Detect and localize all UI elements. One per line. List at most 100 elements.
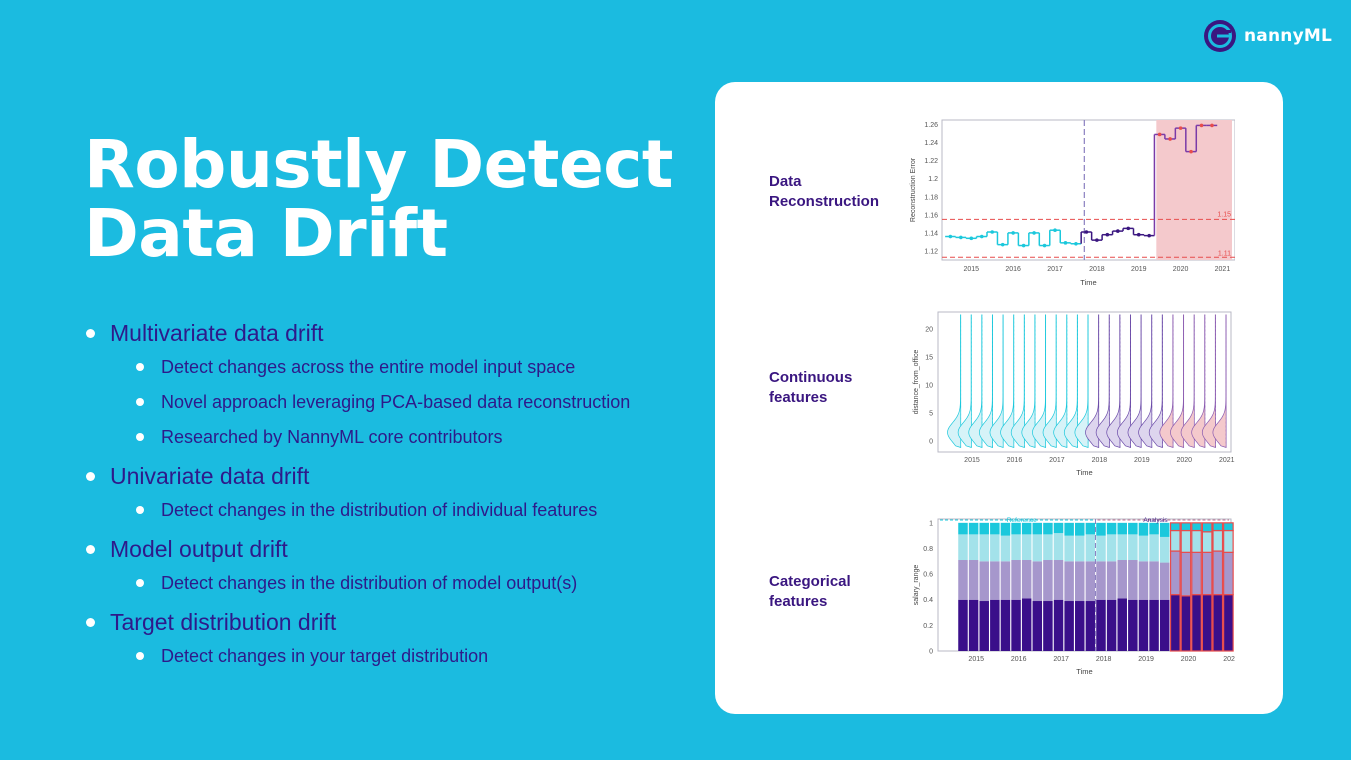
stacked-bar-segment: [1159, 562, 1170, 600]
panel-label-categorical: Categorical features: [769, 573, 851, 610]
y-axis-label: distance_from_office: [913, 350, 920, 415]
stacked-bar-segment: [1085, 561, 1096, 602]
stacked-bar-segment: [1169, 550, 1181, 596]
sub-bullet: Novel approach leveraging PCA-based data…: [84, 385, 704, 420]
data-point: [1074, 241, 1078, 246]
y-tick-label: 1.22: [924, 158, 938, 165]
stacked-bar-segment: [968, 534, 979, 561]
bullet-target-distribution: Target distribution drift: [84, 605, 704, 639]
stacked-bar-segment: [1096, 535, 1106, 562]
stacked-bar-segment: [1021, 560, 1032, 599]
stacked-bar-segment: [1191, 594, 1202, 652]
stacked-bar-segment: [1064, 561, 1074, 602]
stacked-bar-segment: [1159, 522, 1170, 537]
y-tick-label: 1.16: [924, 212, 938, 219]
x-tick-label: 2017: [1047, 266, 1063, 273]
lower-threshold-label: 1.11: [1218, 250, 1231, 257]
x-axis-label: Time: [1076, 468, 1092, 477]
stacked-bar-segment: [979, 522, 989, 535]
y-tick-label: 0: [929, 649, 933, 656]
y-tick-label: 20: [925, 326, 933, 333]
stacked-bar-segment: [1180, 522, 1192, 532]
data-point: [1053, 228, 1057, 232]
stacked-bar-segment: [1223, 594, 1234, 652]
sub-bullet: Detect changes across the entire model i…: [84, 350, 704, 385]
bullet-multivariate: Multivariate data drift: [84, 316, 704, 350]
feature-list: Multivariate data drift Detect changes a…: [84, 312, 704, 674]
stacked-bar-segment: [1096, 522, 1106, 536]
data-point: [990, 230, 995, 234]
stacked-bar-segment: [1138, 599, 1149, 651]
data-point: [1063, 241, 1068, 245]
data-point: [1032, 231, 1036, 235]
brand-logo: nannyML: [1202, 18, 1332, 54]
bullet-model-output: Model output drift: [84, 532, 704, 566]
data-point: [1084, 230, 1089, 234]
stacked-bar-segment: [958, 560, 968, 600]
stacked-bar-segment: [958, 522, 968, 535]
data-point: [1210, 123, 1214, 128]
y-tick-label: 1: [929, 520, 933, 527]
stacked-bar-segment: [1212, 522, 1224, 532]
y-tick-label: 0.8: [923, 546, 933, 553]
y-tick-label: 1.14: [924, 230, 938, 237]
title-line-2: Data Drift: [84, 195, 448, 272]
x-tick-label: 2020: [1177, 457, 1193, 464]
stacked-bar-segment: [1000, 535, 1011, 562]
stacked-bar-segment: [1106, 522, 1117, 535]
nannyml-logo-icon: [1204, 20, 1236, 52]
stacked-bar-segment: [1212, 550, 1224, 596]
stacked-bar-segment: [1128, 560, 1138, 600]
stacked-bar-segment: [1064, 535, 1074, 562]
x-tick-label: 2017: [1049, 457, 1065, 464]
stacked-bar-segment: [1064, 522, 1074, 536]
reconstruction-error-chart: 1.15 1.11 1.12 1.14 1.16 1.18 1.2 1.22 1.24 1.26 2…: [905, 115, 1235, 290]
y-axis-label: Reconstruction Error: [910, 157, 917, 222]
stacked-bar-segment: [1075, 561, 1085, 602]
stacked-bar-segment: [1053, 560, 1064, 600]
stacked-bar-segment: [1128, 522, 1138, 535]
stacked-bar-segment: [1191, 551, 1202, 596]
stacked-bar-segment: [1021, 522, 1032, 535]
stacked-bar-segment: [1043, 560, 1053, 602]
y-tick-label: 10: [925, 382, 933, 389]
charts-card: Data Reconstruction Continuous features …: [715, 82, 1283, 714]
y-axis-label: salary_range: [913, 565, 920, 606]
stacked-bar-segment: [1223, 529, 1234, 553]
stacked-bar-segment: [1032, 561, 1043, 602]
data-point: [1168, 137, 1172, 141]
stacked-bar-segment: [1096, 561, 1106, 600]
analysis-annotation: Analysis: [1143, 517, 1168, 524]
x-axis-label: Time: [1076, 667, 1092, 676]
stacked-bar-segment: [1128, 534, 1138, 561]
stacked-bar-segment: [958, 534, 968, 561]
stacked-bar-segment: [1201, 551, 1213, 596]
stacked-bar-segment: [1043, 601, 1053, 651]
stacked-bar-segment: [1138, 535, 1149, 562]
stacked-bar-segment: [1169, 529, 1181, 552]
stacked-bar-segment: [1075, 601, 1085, 651]
stacked-bar-segment: [1000, 599, 1011, 651]
stacked-bar-segment: [968, 599, 979, 651]
stacked-bar-segment: [1149, 599, 1159, 651]
stacked-bar-segment: [1212, 594, 1224, 652]
stacked-bar-segment: [1011, 599, 1021, 651]
upper-threshold-label: 1.15: [1217, 211, 1231, 218]
data-point: [1136, 232, 1141, 237]
stacked-bar-segment: [1138, 522, 1149, 536]
stacked-bar-segment: [1169, 522, 1181, 532]
stacked-bar-segment: [1085, 601, 1096, 651]
stacked-bar-segment: [1201, 522, 1213, 533]
stacked-bar-segment: [1117, 560, 1127, 599]
x-tick-label: 2018: [1089, 266, 1105, 273]
distribution-curve: [1212, 314, 1227, 449]
stacked-bar-segment: [990, 534, 1000, 562]
stacked-bar-segment: [1180, 551, 1192, 597]
stacked-bar-segment: [1032, 522, 1043, 535]
stacked-bar-segment: [1223, 551, 1234, 596]
stacked-bar-segment: [1011, 534, 1021, 561]
data-point: [1105, 232, 1110, 237]
x-tick-label: 2019: [1131, 266, 1147, 273]
y-tick-label: 1.24: [924, 140, 938, 147]
stacked-bar-segment: [1106, 561, 1117, 600]
